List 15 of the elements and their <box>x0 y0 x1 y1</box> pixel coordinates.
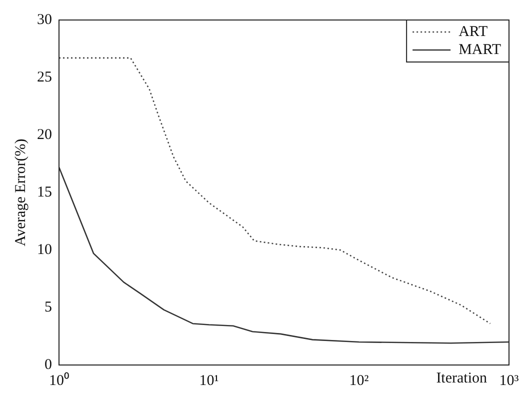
y-tick-label: 25 <box>37 69 52 86</box>
y-tick-label: 0 <box>44 356 52 373</box>
x-tick-label: 10² <box>349 372 370 389</box>
legend-label: MART <box>458 42 501 58</box>
y-axis-title: Average Error(%) <box>12 138 29 246</box>
y-tick-label: 20 <box>37 126 52 143</box>
y-tick-label: 30 <box>37 12 52 28</box>
x-axis-title: Iteration <box>436 370 488 386</box>
y-tick-label: 15 <box>37 184 52 200</box>
y-tick-label: 10 <box>37 242 52 258</box>
y-tick-label: 5 <box>44 299 52 316</box>
x-tick-label: 10¹ <box>199 372 219 389</box>
x-tick-label: 10⁰ <box>49 372 69 389</box>
x-tick-label: 10³ <box>499 372 520 389</box>
legend-label: ART <box>458 24 488 40</box>
